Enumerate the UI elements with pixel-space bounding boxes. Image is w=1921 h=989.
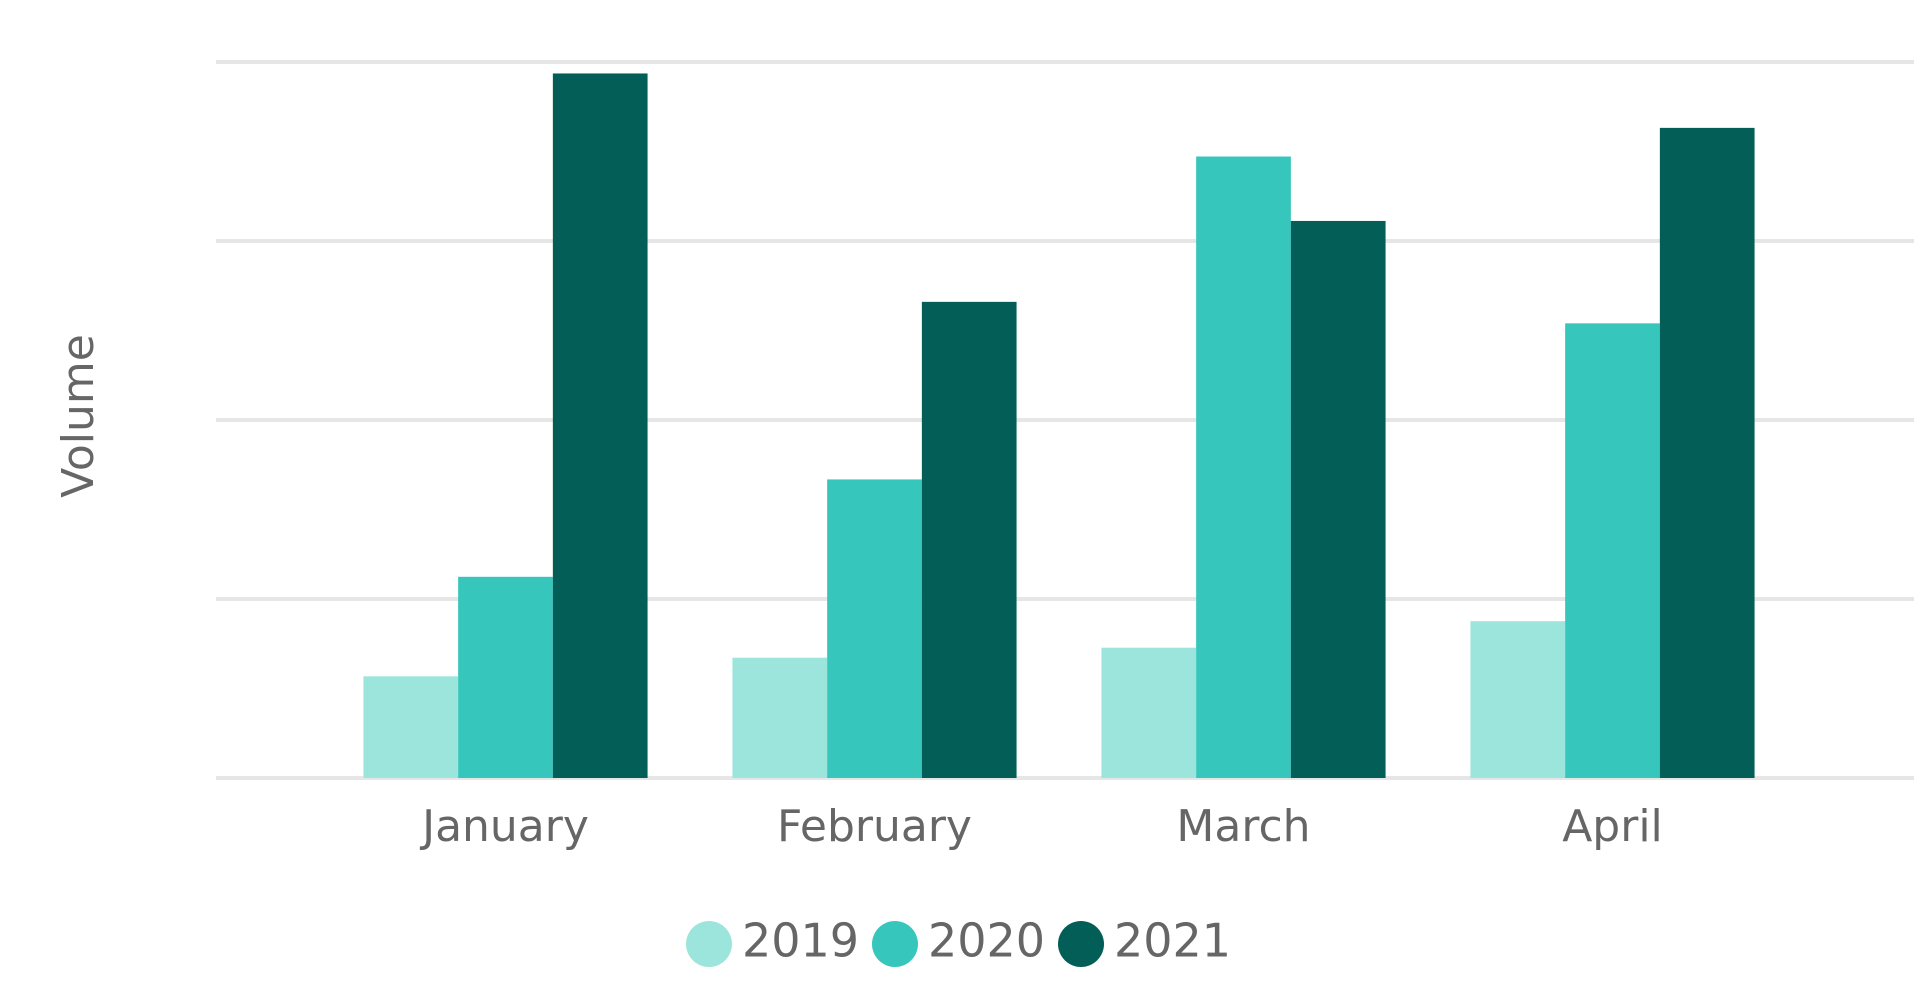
bar (552, 73, 648, 779)
x-tick-label: April (1562, 801, 1663, 852)
bar (1565, 323, 1660, 778)
bar (1290, 220, 1386, 778)
bar (1470, 621, 1566, 778)
legend-marker (872, 921, 918, 967)
x-tick-label: February (777, 801, 972, 852)
bar (732, 657, 828, 778)
bar (363, 676, 459, 778)
bar (921, 301, 1017, 778)
legend-label: 2019 (742, 914, 859, 968)
legend-marker (1058, 921, 1104, 967)
x-tick-label: January (419, 801, 589, 852)
y-axis-title: Volume (53, 334, 104, 498)
bar (827, 479, 922, 778)
bar (1196, 156, 1291, 779)
bar (458, 576, 553, 778)
legend-marker (686, 921, 732, 967)
bar (1101, 647, 1197, 778)
legend-label: 2020 (928, 914, 1045, 968)
x-tick-label: March (1176, 801, 1310, 852)
bar (1659, 127, 1755, 778)
legend-label: 2021 (1114, 914, 1231, 968)
